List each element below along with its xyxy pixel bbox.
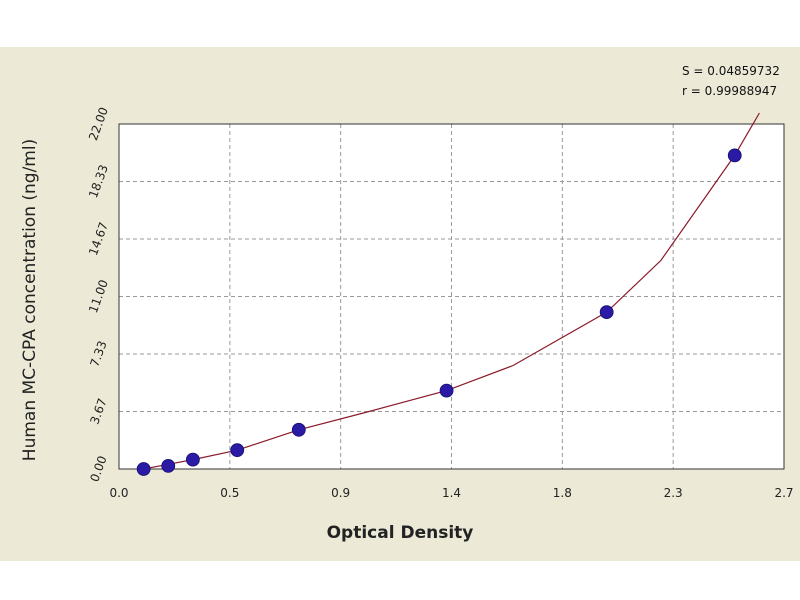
data-point — [439, 383, 454, 398]
x-axis-label: Optical Density — [326, 523, 474, 543]
data-point — [230, 443, 245, 458]
y-tick-label: 11.00 — [86, 278, 111, 315]
data-point — [291, 422, 306, 437]
y-tick-label: 14.67 — [86, 220, 111, 257]
x-tick-label: 1.4 — [442, 486, 461, 500]
x-tick-label: 0.5 — [220, 486, 239, 500]
data-point — [185, 452, 200, 467]
stat-r: r = 0.99988947 — [682, 84, 778, 98]
data-point — [727, 148, 742, 163]
x-tick-label: 2.3 — [664, 486, 683, 500]
x-tick-label: 1.8 — [553, 486, 572, 500]
data-points — [136, 148, 742, 476]
y-tick-label: 18.33 — [86, 163, 111, 200]
x-tick-label: 0.0 — [109, 486, 128, 500]
stat-s: S = 0.04859732 — [682, 64, 780, 78]
data-point — [136, 462, 151, 476]
tick-labels: 0.0 0.5 0.9 1.4 1.8 2.3 2.7 0.00 3.67 7.33 11.00 14… — [86, 105, 793, 500]
x-tick-label: 2.7 — [774, 486, 793, 500]
y-axis-label: Human MC-CPA concentration (ng/ml) — [20, 138, 40, 462]
y-tick-label: 22.00 — [86, 105, 111, 142]
data-point — [599, 305, 614, 320]
y-tick-label: 3.67 — [87, 396, 109, 426]
data-point — [161, 458, 176, 473]
plot-frame — [118, 123, 785, 470]
x-tick-label: 0.9 — [331, 486, 350, 500]
y-tick-label: 7.33 — [87, 339, 109, 369]
y-tick-label: 0.00 — [87, 454, 109, 484]
axes — [118, 123, 785, 470]
